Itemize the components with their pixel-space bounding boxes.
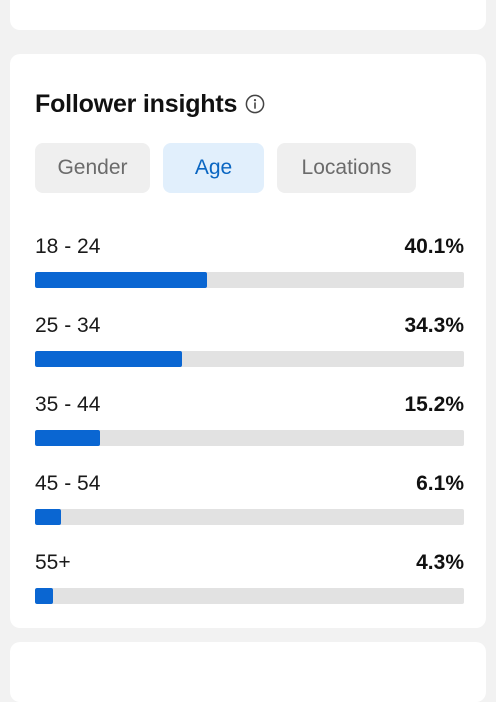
age-row: 35 - 44 15.2% [35, 390, 464, 469]
progress-track [35, 588, 464, 604]
previous-card [10, 0, 486, 30]
age-percent-value: 4.3% [416, 551, 464, 574]
age-percent-value: 6.1% [416, 472, 464, 495]
age-range-label: 45 - 54 [35, 472, 101, 495]
follower-insights-card: Follower insights Gender Age Locations 1… [10, 54, 486, 628]
card-title: Follower insights [35, 89, 238, 118]
progress-fill [35, 509, 62, 525]
age-range-label: 18 - 24 [35, 235, 101, 258]
age-row: 18 - 24 40.1% [35, 232, 464, 311]
age-range-label: 25 - 34 [35, 314, 101, 337]
progress-fill [35, 430, 101, 446]
age-percent-value: 40.1% [404, 235, 464, 258]
age-distribution-list: 18 - 24 40.1% 25 - 34 34.3% 35 - 44 15.2… [35, 232, 464, 627]
progress-track [35, 430, 464, 446]
insight-tabs: Gender Age Locations [35, 143, 416, 193]
tab-age[interactable]: Age [163, 143, 264, 193]
age-percent-value: 15.2% [404, 393, 464, 416]
progress-fill [35, 272, 208, 288]
age-percent-value: 34.3% [404, 314, 464, 337]
progress-track [35, 272, 464, 288]
progress-fill [35, 351, 183, 367]
age-range-label: 35 - 44 [35, 393, 101, 416]
age-row: 45 - 54 6.1% [35, 469, 464, 548]
tab-locations[interactable]: Locations [277, 143, 416, 193]
tab-gender[interactable]: Gender [35, 143, 150, 193]
progress-fill [35, 588, 54, 604]
info-circle-icon[interactable] [245, 94, 265, 114]
progress-track [35, 351, 464, 367]
title-row: Follower insights [35, 88, 265, 120]
age-row: 25 - 34 34.3% [35, 311, 464, 390]
age-range-label: 55+ [35, 551, 71, 574]
age-row: 55+ 4.3% [35, 548, 464, 627]
progress-track [35, 509, 464, 525]
next-card [10, 642, 486, 702]
